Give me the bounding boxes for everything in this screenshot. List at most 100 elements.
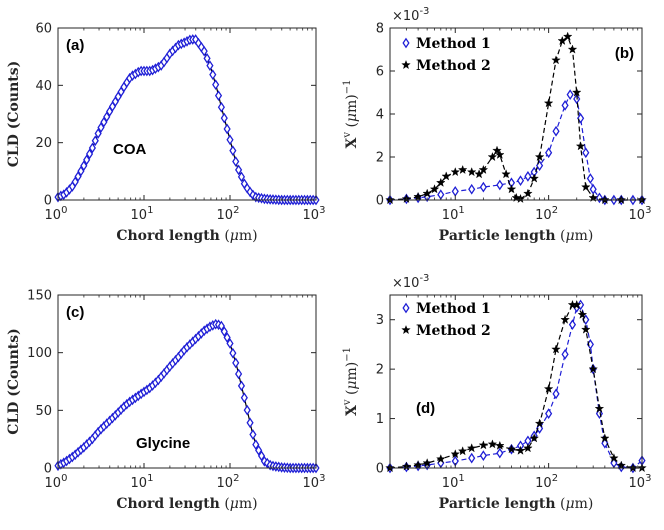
x-axis-label: Chord length (μm): [116, 228, 257, 244]
data-point: [91, 135, 99, 147]
plot-area: [54, 318, 320, 474]
data-point: [487, 152, 498, 162]
data-point: [568, 319, 577, 331]
data-point: [217, 101, 225, 113]
data-point: [100, 116, 108, 128]
data-point: [523, 443, 533, 453]
y-tick-label: 20: [35, 136, 52, 151]
data-point: [220, 326, 228, 337]
panel-label: (c): [66, 304, 84, 321]
data-point: [223, 123, 231, 135]
x-tick-label: 102: [217, 205, 240, 223]
y-tick-label: 0: [44, 462, 52, 477]
y-tick-label: 8: [376, 22, 384, 37]
data-point: [94, 128, 102, 139]
y-tick-label: 50: [35, 404, 52, 419]
data-point: [88, 142, 96, 154]
data-point: [529, 173, 539, 183]
panel-label: (d): [416, 400, 435, 417]
data-point: [246, 417, 254, 429]
legend: Method 1 Method 2: [401, 36, 491, 74]
data-point: [237, 380, 246, 392]
data-point: [255, 444, 263, 456]
data-point: [501, 169, 511, 179]
data-point: [450, 449, 460, 459]
x-tick-label: 103: [303, 473, 326, 491]
data-point: [436, 177, 446, 187]
chart-panel-a: 100 101 102 103 0 20 40 60 Chord length (μm) CLD …: [6, 22, 325, 245]
data-point: [468, 452, 476, 464]
x-tick-label: 100: [45, 205, 68, 223]
data-point: [545, 408, 553, 420]
data-point: [575, 141, 586, 151]
data-point: [496, 447, 504, 459]
data-point: [534, 152, 545, 162]
data-point: [249, 429, 257, 440]
x-tick-label: 102: [535, 205, 558, 223]
data-point: [581, 182, 591, 192]
data-point: [235, 368, 243, 380]
data-point: [586, 173, 594, 184]
data-point: [257, 450, 266, 462]
data-point: [581, 324, 591, 334]
data-point: [479, 181, 487, 193]
axes-frame: [57, 294, 317, 469]
legend-marker: [401, 60, 411, 70]
x-tick-label: 101: [131, 473, 154, 491]
panel-label: (b): [615, 45, 634, 62]
data-point: [572, 299, 582, 309]
data-point: [74, 171, 82, 182]
y-tick-label: 2: [376, 151, 384, 166]
data-point: [103, 111, 111, 123]
x-axis-label: Particle length (μm): [439, 496, 594, 512]
x-tick-label: 101: [442, 473, 465, 491]
chart-panel-c: 100 101 102 103 0 50 100 150 Chord length (μm) CL…: [6, 289, 325, 513]
y-tick-label: 40: [35, 79, 52, 94]
data-point: [203, 53, 211, 64]
data-point: [232, 156, 240, 167]
legend-entry: Method 1: [416, 36, 491, 52]
axes-frame: [57, 27, 317, 201]
panel-label: (a): [66, 37, 84, 54]
y-tick-label: 3: [376, 313, 384, 328]
data-point: [577, 309, 588, 319]
data-point: [422, 458, 432, 468]
data-point: [552, 388, 560, 400]
data-point: [524, 170, 532, 182]
data-point: [506, 444, 517, 454]
data-point: [516, 175, 525, 187]
y-tick-label: 1: [376, 412, 384, 427]
data-point: [451, 186, 459, 197]
data-point: [209, 69, 217, 81]
data-point: [429, 184, 440, 194]
data-point: [252, 439, 260, 450]
data-point: [609, 453, 619, 463]
data-point: [212, 79, 220, 91]
data-point: [77, 165, 85, 177]
plot-area: [385, 299, 647, 474]
axes-frame: [389, 294, 643, 469]
data-point: [226, 134, 234, 146]
data-point: [97, 122, 105, 133]
data-point: [506, 184, 517, 194]
data-point: [422, 188, 432, 198]
series-line-method-1: [389, 93, 642, 201]
data-point: [200, 45, 208, 57]
data-point: [232, 357, 240, 369]
x-tick-label: 101: [442, 205, 465, 223]
data-point: [220, 112, 228, 124]
y-axis-label: CLD (Counts): [6, 328, 22, 434]
data-point: [468, 183, 476, 195]
x-tick-label: 103: [629, 473, 652, 491]
data-point: [450, 167, 460, 177]
y-tick-label: 100: [27, 346, 52, 361]
y-tick-label: 150: [27, 289, 52, 304]
plot-area: [385, 31, 647, 206]
axis-multiplier: ×10-3: [392, 6, 429, 24]
data-point: [237, 171, 246, 183]
axes-frame: [389, 27, 643, 201]
data-point: [436, 454, 446, 464]
data-point: [466, 167, 477, 177]
y-tick-label: 0: [44, 194, 52, 209]
